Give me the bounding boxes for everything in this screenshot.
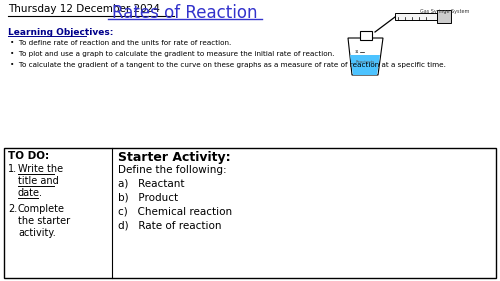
- Text: Complete: Complete: [18, 204, 65, 214]
- Polygon shape: [348, 38, 383, 75]
- Text: Gas Syringe System: Gas Syringe System: [420, 9, 470, 14]
- Text: 31: 31: [354, 50, 359, 54]
- Text: the starter: the starter: [18, 216, 70, 226]
- Text: •  To calculate the gradient of a tangent to the curve on these graphs as a meas: • To calculate the gradient of a tangent…: [10, 62, 446, 68]
- Text: 1.: 1.: [8, 164, 17, 174]
- Text: Define the following:: Define the following:: [118, 165, 226, 175]
- Bar: [4, 148, 496, 278]
- Text: Thursday 12 December 2024: Thursday 12 December 2024: [8, 4, 160, 14]
- Text: Reactants: Reactants: [356, 60, 374, 64]
- Text: b)   Product: b) Product: [118, 192, 178, 202]
- Text: 2.: 2.: [8, 204, 17, 214]
- Text: d)   Rate of reaction: d) Rate of reaction: [118, 220, 222, 230]
- Polygon shape: [350, 55, 380, 75]
- Text: Rates of Reaction: Rates of Reaction: [112, 4, 258, 22]
- Text: date.: date.: [18, 188, 43, 198]
- Text: •  To define rate of reaction and the units for rate of reaction.: • To define rate of reaction and the uni…: [10, 40, 231, 46]
- Text: TO DO:: TO DO:: [8, 151, 49, 161]
- Text: c)   Chemical reaction: c) Chemical reaction: [118, 206, 232, 216]
- Bar: [437, 10, 451, 23]
- Text: a)   Reactant: a) Reactant: [118, 178, 184, 188]
- Bar: [360, 31, 372, 40]
- Bar: [395, 13, 437, 20]
- Text: Write the: Write the: [18, 164, 63, 174]
- Text: Starter Activity:: Starter Activity:: [118, 151, 230, 164]
- Text: title and: title and: [18, 176, 59, 186]
- Text: Learning Objectives:: Learning Objectives:: [8, 28, 114, 37]
- Text: •  To plot and use a graph to calculate the gradient to measure the initial rate: • To plot and use a graph to calculate t…: [10, 51, 334, 57]
- Text: activity.: activity.: [18, 228, 56, 238]
